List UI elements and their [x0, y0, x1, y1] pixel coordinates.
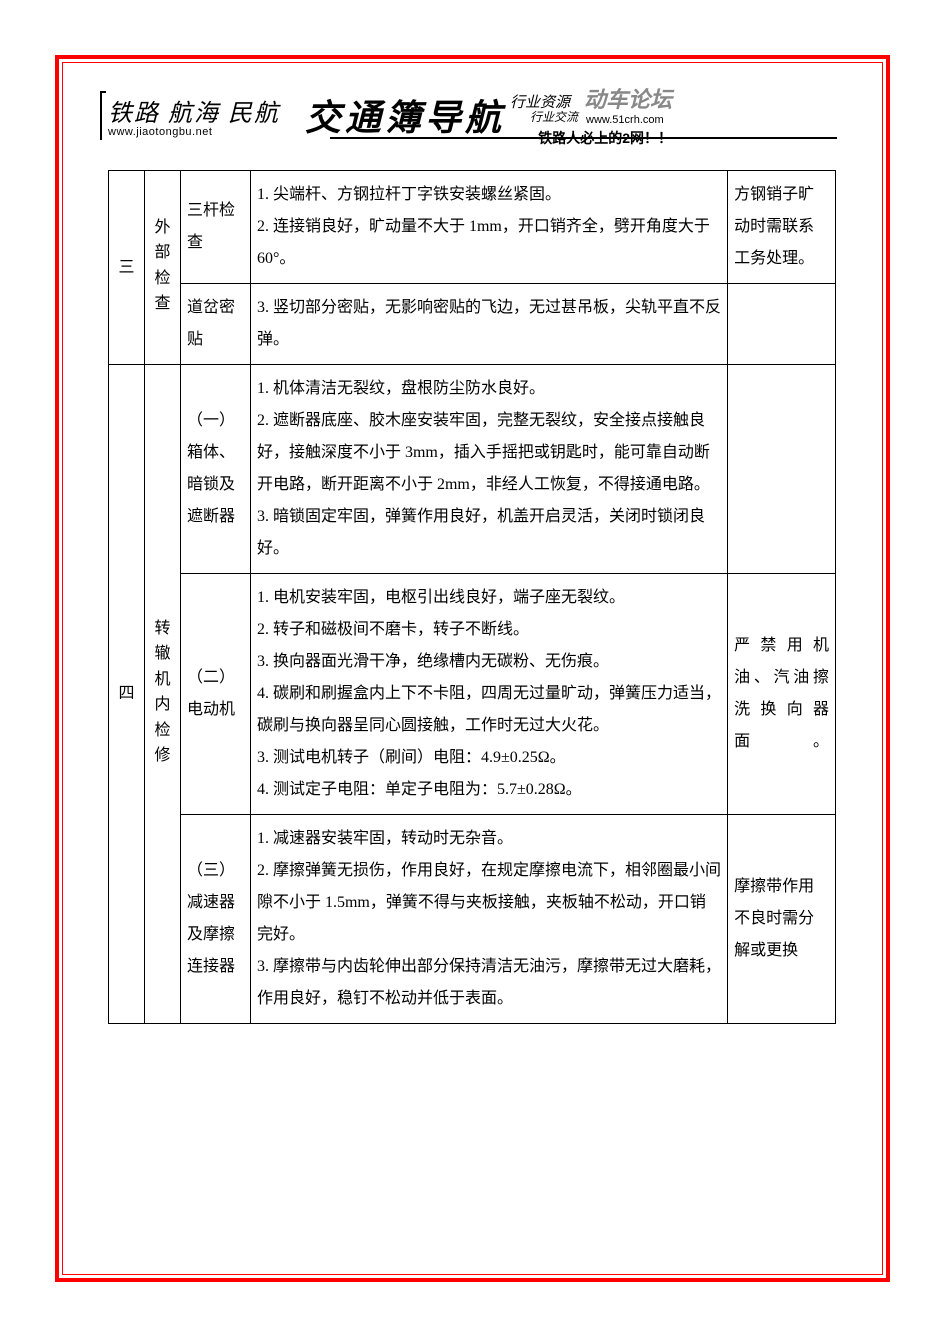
page-header: 铁路 航海 民航 www.jiaotongbu.net 交通簿导航 行业资源 行… — [108, 85, 837, 145]
table-row: 道岔密贴 3. 竖切部分密贴，无影响密贴的飞边，无过甚吊板，尖轨平直不反弹。 — [109, 284, 836, 365]
table-row: （三）减速器及摩擦连接器 1. 减速器安装牢固，转动时无杂音。 2. 摩擦弹簧无… — [109, 815, 836, 1024]
detail-cell: 1. 减速器安装牢固，转动时无杂音。 2. 摩擦弹簧无损伤，作用良好，在规定摩擦… — [250, 815, 727, 1024]
inspection-table: 三 外部检查 三杆检查 1. 尖端杆、方钢拉杆丁字铁安装螺丝紧固。 2. 连接销… — [108, 170, 836, 1024]
header-bracket-icon — [100, 91, 106, 140]
sub-category: （一）箱体、暗锁及遮断器 — [180, 365, 250, 574]
detail-cell: 1. 电机安装牢固，电枢引出线良好，端子座无裂纹。 2. 转子和磁极间不磨卡，转… — [250, 574, 727, 815]
header-left-block: 铁路 航海 民航 www.jiaotongbu.net — [108, 93, 280, 138]
table-row: （二）电动机 1. 电机安装牢固，电枢引出线良好，端子座无裂纹。 2. 转子和磁… — [109, 574, 836, 815]
note-cell: 方钢销子旷动时需联系工务处理。 — [728, 171, 836, 284]
note-cell — [728, 284, 836, 365]
table-row: 三 外部检查 三杆检查 1. 尖端杆、方钢拉杆丁字铁安装螺丝紧固。 2. 连接销… — [109, 171, 836, 284]
table-row: 四 转辙机内检修 （一）箱体、暗锁及遮断器 1. 机体清洁无裂纹，盘根防尘防水良… — [109, 365, 836, 574]
section-number: 三 — [109, 171, 145, 365]
header-right-sub: 行业交流 — [530, 108, 578, 125]
section-category: 外部检查 — [144, 171, 180, 365]
category-text: 外部检查 — [154, 215, 170, 317]
header-right-top: 行业资源 行业交流 动车论坛 www.51crh.com — [510, 82, 672, 126]
section-number: 四 — [109, 365, 145, 1024]
sub-category: （三）减速器及摩擦连接器 — [180, 815, 250, 1024]
detail-cell: 1. 机体清洁无裂纹，盘根防尘防水良好。 2. 遮断器底座、胶木座安装牢固，完整… — [250, 365, 727, 574]
note-cell: 严禁用机油、汽油擦洗换向器面。 — [728, 574, 836, 815]
note-cell — [728, 365, 836, 574]
header-right-logo: 动车论坛 — [584, 82, 672, 114]
section-category: 转辙机内检修 — [144, 365, 180, 1024]
note-cell: 摩擦带作用不良时需分解或更换 — [728, 815, 836, 1024]
header-right-url: www.51crh.com — [586, 114, 672, 126]
sub-category: （二）电动机 — [180, 574, 250, 815]
detail-cell: 1. 尖端杆、方钢拉杆丁字铁安装螺丝紧固。 2. 连接销良好，旷动量不大于 1m… — [250, 171, 727, 284]
header-center-title: 交通簿导航 — [305, 89, 505, 141]
sub-category: 道岔密贴 — [180, 284, 250, 365]
header-left-url: www.jiaotongbu.net — [108, 126, 280, 138]
detail-cell: 3. 竖切部分密贴，无影响密贴的飞边，无过甚吊板，尖轨平直不反弹。 — [250, 284, 727, 365]
sub-category: 三杆检查 — [180, 171, 250, 284]
header-left-text: 铁路 航海 民航 — [108, 101, 280, 127]
category-text: 转辙机内检修 — [154, 616, 170, 770]
header-underline — [330, 137, 837, 139]
